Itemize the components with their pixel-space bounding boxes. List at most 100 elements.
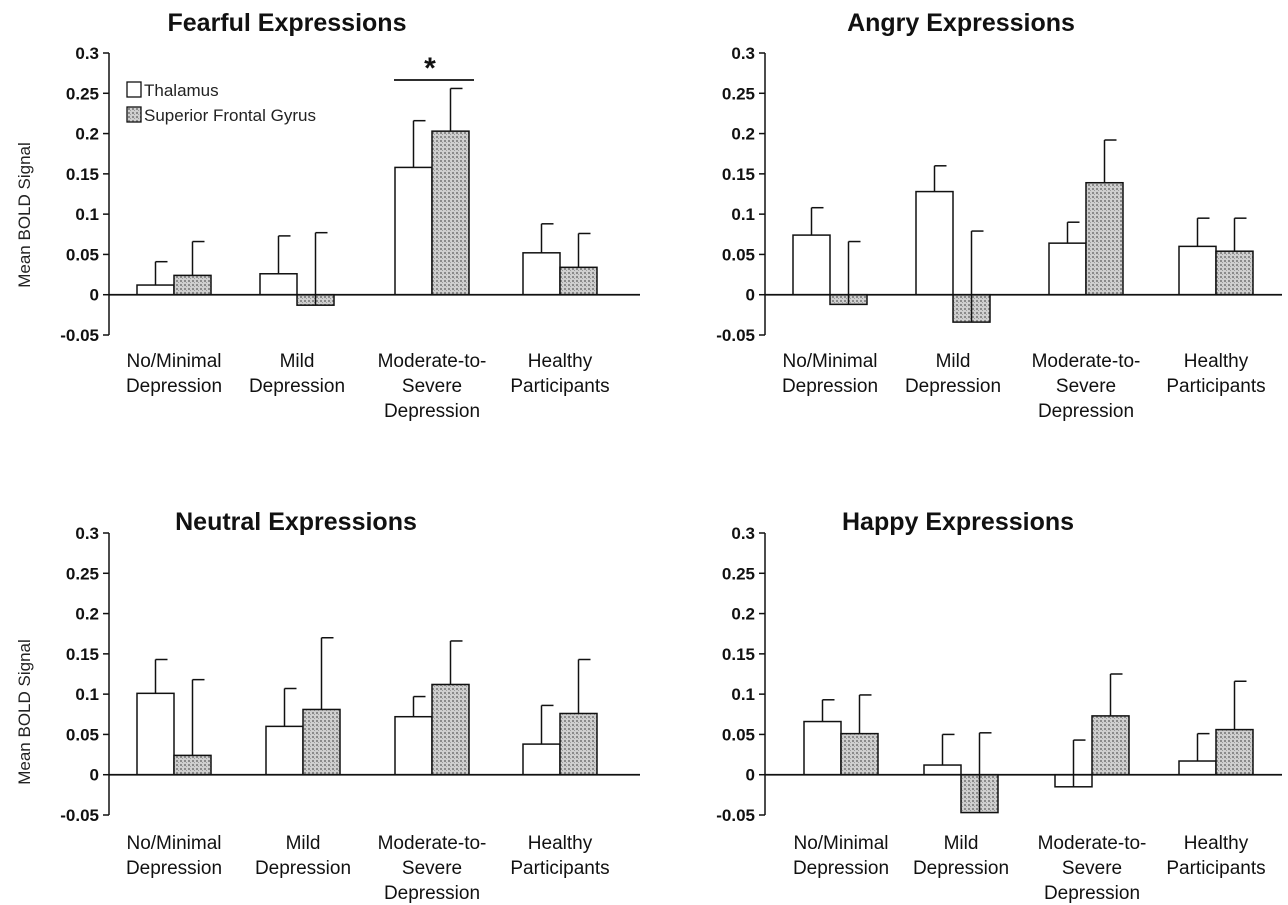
category-label-line: Depression [1044,883,1140,904]
category-label-line: Mild [286,833,321,854]
bar-thalamus [522,252,561,296]
category-label-line: Participants [510,376,609,397]
bar-superior-frontal-gyrus [1215,728,1254,776]
category-label: Moderate-to- Severe Depression [378,351,487,422]
y-tick-label: 0.3 [75,44,99,63]
bar-superior-frontal-gyrus [173,274,212,296]
bar-thalamus [522,743,561,776]
category-label-line: Depression [905,376,1001,397]
category-label-line: Depression [913,858,1009,879]
category-label-line: Participants [1166,376,1265,397]
category-label-line: Severe [402,376,462,397]
y-tick-label: 0.05 [66,245,99,264]
y-tick-label: 0.2 [75,605,99,624]
category-label-line: Depression [793,858,889,879]
y-tick-label: 0.25 [66,84,99,103]
bar-superior-frontal-gyrus [302,708,341,776]
category-label: Moderate-to- Severe Depression [1038,833,1147,904]
category-label-line: Participants [510,858,609,879]
legend-label-superior-frontal-gyrus: Superior Frontal Gyrus [144,106,316,125]
chart-panel-4: Happy Expressions 0.3 0.25 0.2 0.15 0.1 0.05 0 -… [716,508,1282,904]
y-tick-label: 0 [90,286,99,305]
category-label-line: Moderate-to- [1038,833,1147,854]
category-label-line: Mild [944,833,979,854]
category-label-line: Mild [280,351,315,372]
y-tick-label: -0.05 [60,806,99,825]
category-label-line: No/Minimal [126,351,221,372]
bar-superior-frontal-gyrus [431,130,470,296]
bar-superior-frontal-gyrus [1085,181,1124,296]
category-label-line: No/Minimal [782,351,877,372]
y-tick-label: 0.05 [722,245,755,264]
bar-superior-frontal-gyrus [1091,715,1130,776]
category-label: Healthy Participants [510,833,609,879]
y-tick-label: 0.3 [731,524,755,543]
category-label-line: Severe [402,858,462,879]
bar-thalamus [915,190,954,296]
legend-label-thalamus: Thalamus [144,81,219,100]
category-label: Mild Depression [913,833,1009,879]
bar-superior-frontal-gyrus [1215,250,1254,296]
category-label: Healthy Participants [510,351,609,397]
category-label-line: Moderate-to- [378,833,487,854]
y-tick-label: 0 [90,766,99,785]
bar-thalamus [265,725,304,776]
bar-thalamus [394,715,433,776]
y-tick-label: 0.05 [66,725,99,744]
category-label: No/Minimal Depression [126,351,222,397]
category-label: Mild Depression [905,351,1001,397]
bar-thalamus [1178,245,1217,296]
y-tick-label: 0.15 [722,165,755,184]
category-label-line: Healthy [1184,833,1249,854]
y-tick-label: 0 [746,286,755,305]
bar-superior-frontal-gyrus [559,266,598,296]
category-label-line: No/Minimal [793,833,888,854]
y-tick-label: 0.3 [731,44,755,63]
category-label-line: Mild [936,351,971,372]
category-label: No/Minimal Depression [126,833,222,879]
y-tick-label: 0.25 [66,564,99,583]
category-label-line: Moderate-to- [378,351,487,372]
category-label-line: Healthy [528,351,593,372]
panel-title: Angry Expressions [847,9,1075,37]
chart-panel-1: Fearful Expressions Mean BOLD Signal 0.3 0.… [15,9,640,422]
y-tick-label: 0.2 [731,605,755,624]
category-label-line: Severe [1062,858,1122,879]
category-label-line: Participants [1166,858,1265,879]
category-label: No/Minimal Depression [793,833,889,879]
y-tick-label: 0.15 [66,645,99,664]
bar-thalamus [792,234,831,296]
bar-thalamus [923,764,962,776]
panel-title: Neutral Expressions [175,508,417,536]
y-tick-label: 0.05 [722,725,755,744]
category-label-line: Depression [126,376,222,397]
bar-thalamus [136,692,175,776]
legend: Thalamus Superior Frontal Gyrus [126,81,316,125]
y-tick-label: -0.05 [60,326,99,345]
bar-thalamus [803,720,842,776]
y-tick-label: 0.3 [75,524,99,543]
bar-superior-frontal-gyrus [840,732,879,776]
y-tick-label: 0.1 [75,205,99,224]
category-label-line: Depression [384,401,480,422]
bar-superior-frontal-gyrus [173,754,212,776]
category-label-line: Severe [1056,376,1116,397]
y-tick-label: -0.05 [716,806,755,825]
y-tick-label: 0.1 [75,685,99,704]
category-label-line: Depression [384,883,480,904]
y-axis-label: Mean BOLD Signal [15,142,34,288]
y-tick-label: 0.15 [722,645,755,664]
category-label: Mild Depression [249,351,345,397]
y-tick-label: -0.05 [716,326,755,345]
y-tick-label: 0.25 [722,564,755,583]
category-label-line: Depression [249,376,345,397]
y-axis-label: Mean BOLD Signal [15,639,34,785]
category-label: No/Minimal Depression [782,351,878,397]
legend-swatch-superior-frontal-gyrus [126,106,142,123]
bar-thalamus [136,284,175,296]
y-tick-label: 0.2 [731,125,755,144]
y-tick-label: 0 [746,766,755,785]
category-label-line: No/Minimal [126,833,221,854]
category-label: Mild Depression [255,833,351,879]
